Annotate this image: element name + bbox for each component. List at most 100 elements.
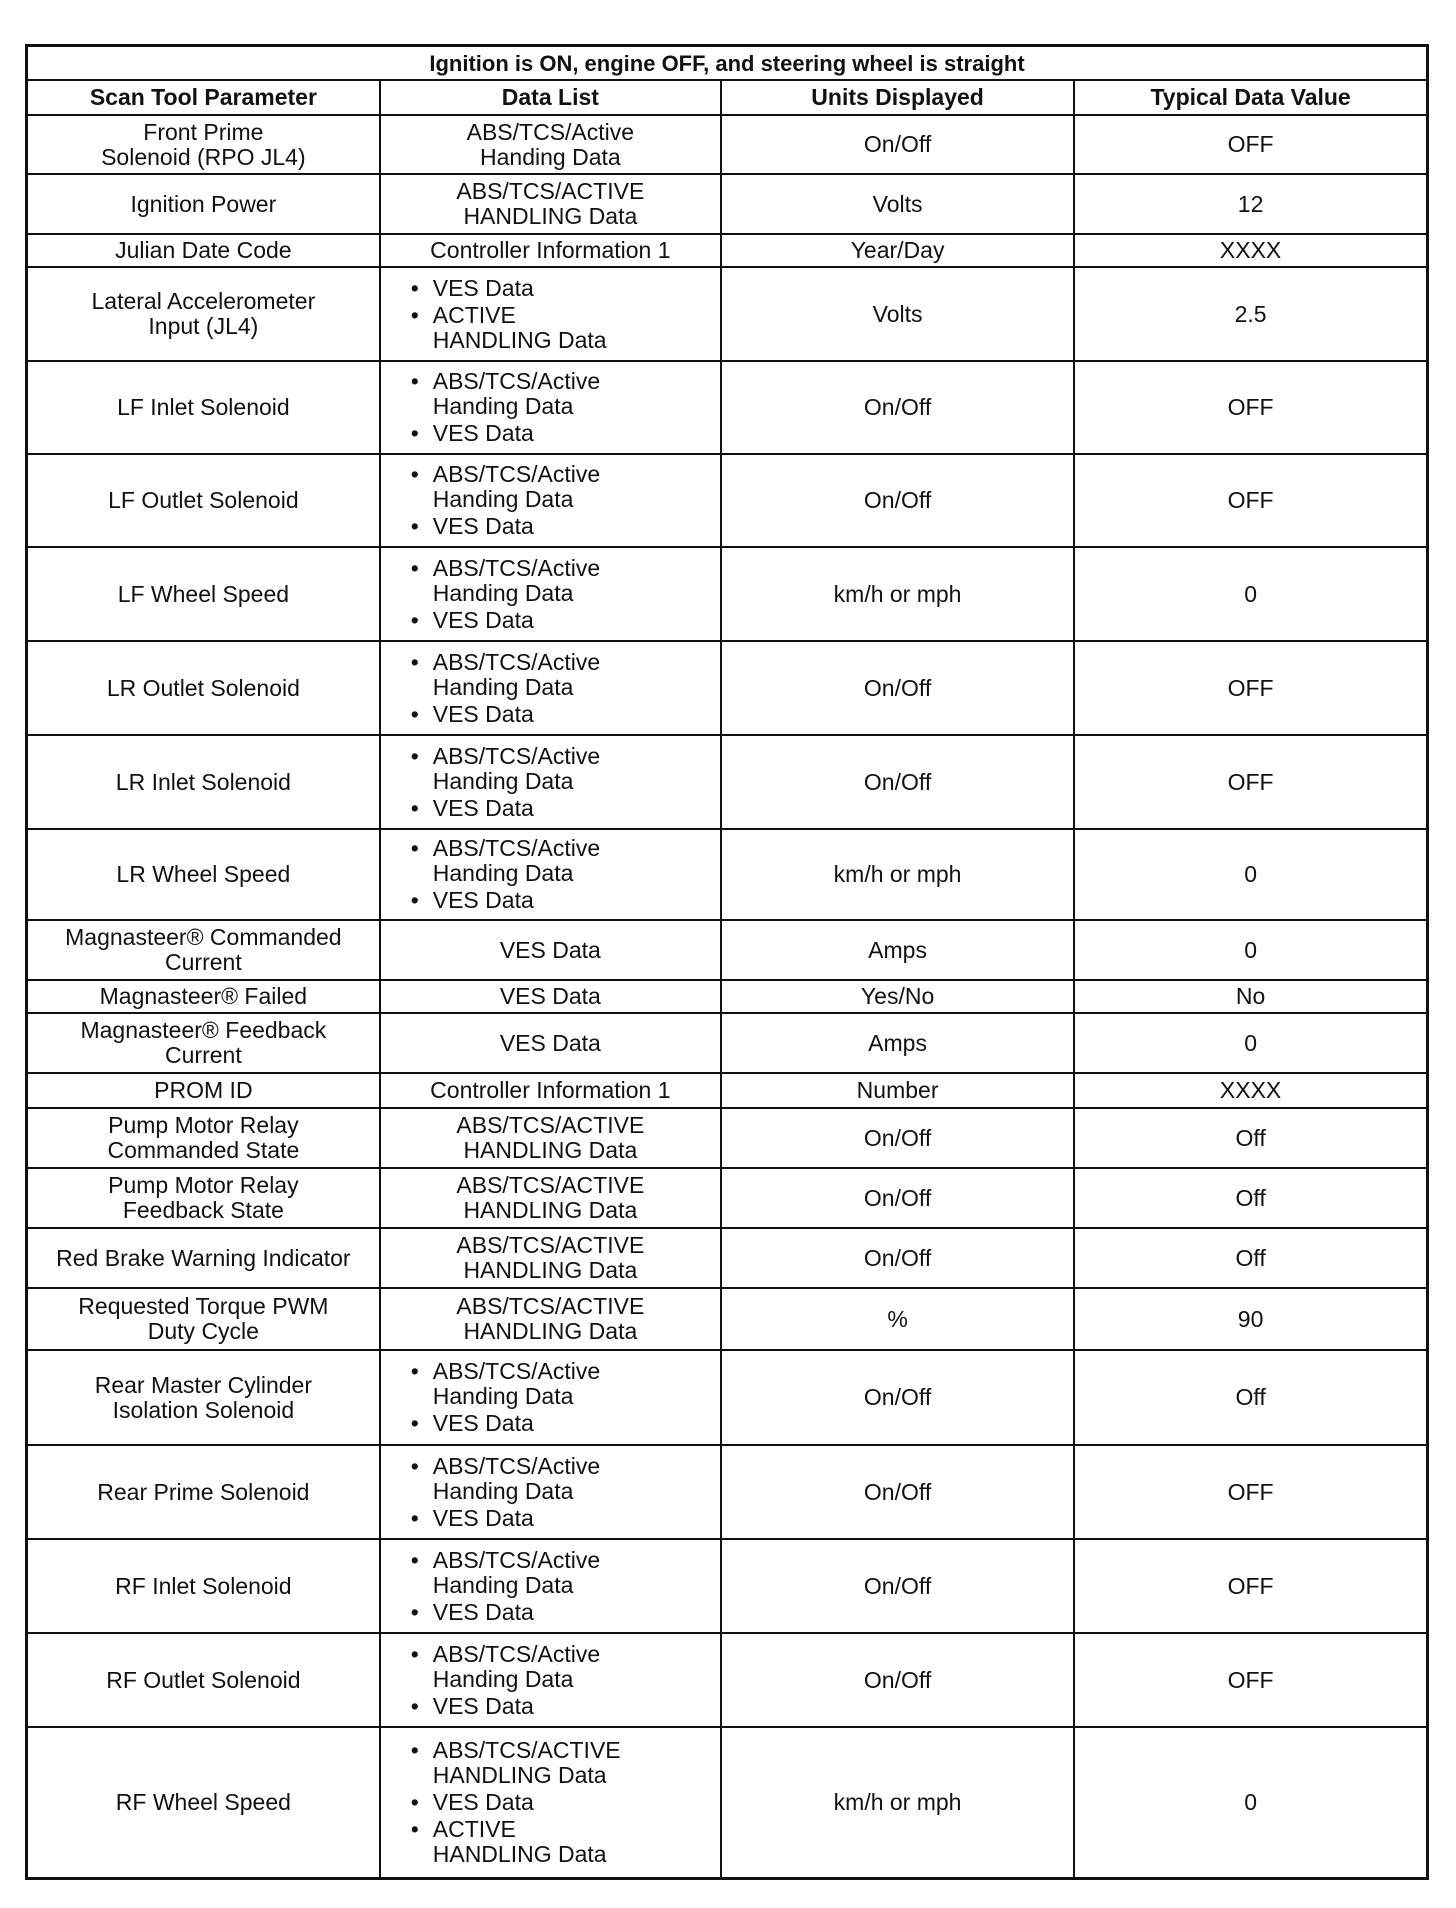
parameter-cell: Julian Date Code bbox=[25, 233, 381, 268]
units-cell: Amps bbox=[719, 1012, 1076, 1074]
units-cell: Year/Day bbox=[719, 233, 1076, 268]
typical-value-cell: 90 bbox=[1073, 1287, 1429, 1351]
data-list-cell: ABS/TCS/ACTIVE HANDLING Data bbox=[378, 1107, 722, 1169]
data-list-cell: Controller Information 1 bbox=[378, 1072, 722, 1109]
units-cell: On/Off bbox=[719, 360, 1076, 455]
typical-value-cell: 0 bbox=[1073, 546, 1429, 642]
column-header-typical-value: Typical Data Value bbox=[1073, 79, 1429, 116]
units-cell: % bbox=[719, 1287, 1076, 1351]
table-row: Red Brake Warning Indicator ABS/TCS/ACTIV… bbox=[25, 1227, 1429, 1289]
data-list-cell: ABS/TCS/ACTIVE HANDLING Data bbox=[378, 1287, 722, 1351]
typical-value-cell: OFF bbox=[1073, 1444, 1429, 1540]
data-list-item: VES Data bbox=[411, 1789, 714, 1815]
typical-value-cell: 12 bbox=[1073, 173, 1429, 235]
parameter-cell: LR Inlet Solenoid bbox=[25, 734, 381, 830]
data-list: ABS/TCS/Active Handing DataVES Data bbox=[411, 743, 714, 821]
table-row: Rear Prime Solenoid ABS/TCS/Active Handin… bbox=[25, 1444, 1429, 1540]
typical-value-cell: OFF bbox=[1073, 734, 1429, 830]
data-list-item: VES Data bbox=[411, 701, 714, 727]
parameter-cell: LF Inlet Solenoid bbox=[25, 360, 381, 455]
data-list-item: ABS/TCS/Active Handing Data bbox=[411, 1453, 714, 1504]
parameter-cell: RF Inlet Solenoid bbox=[25, 1538, 381, 1634]
units-cell: On/Off bbox=[719, 1444, 1076, 1540]
typical-value-cell: 2.5 bbox=[1073, 266, 1429, 362]
typical-value-cell: OFF bbox=[1073, 453, 1429, 548]
table-row: Magnasteer® Failed VES Data Yes/No No bbox=[25, 979, 1429, 1014]
table-row: Requested Torque PWM Duty Cycle ABS/TCS/A… bbox=[25, 1287, 1429, 1351]
table-row: LR Inlet Solenoid ABS/TCS/Active Handing … bbox=[25, 734, 1429, 830]
typical-value-cell: No bbox=[1073, 979, 1429, 1014]
data-list-item: ABS/TCS/Active Handing Data bbox=[411, 743, 714, 794]
data-list-item: VES Data bbox=[411, 1411, 714, 1437]
table-title: Ignition is ON, engine OFF, and steering… bbox=[25, 44, 1429, 81]
table-row: Front Prime Solenoid (RPO JL4) ABS/TCS/Ac… bbox=[25, 114, 1429, 175]
table-row: LF Inlet Solenoid ABS/TCS/Active Handing … bbox=[25, 360, 1429, 455]
typical-value-cell: 0 bbox=[1073, 828, 1429, 921]
parameter-cell: Pump Motor Relay Feedback State bbox=[25, 1167, 381, 1229]
table-row: PROM ID Controller Information 1 Number XXX… bbox=[25, 1072, 1429, 1109]
data-list-item: VES Data bbox=[411, 1599, 714, 1625]
data-list-item: ABS/TCS/Active Handing Data bbox=[411, 1359, 714, 1409]
data-list-cell: ABS/TCS/Active Handing DataVES Data bbox=[378, 1538, 722, 1634]
column-header-data-list: Data List bbox=[378, 79, 722, 116]
column-header-parameter: Scan Tool Parameter bbox=[25, 79, 381, 116]
parameter-cell: Ignition Power bbox=[25, 173, 381, 235]
table-row: Magnasteer® Feedback Current VES Data Amps… bbox=[25, 1012, 1429, 1074]
data-list-item: ABS/TCS/Active Handing Data bbox=[411, 462, 714, 512]
units-cell: km/h or mph bbox=[719, 546, 1076, 642]
data-list-item: VES Data bbox=[411, 795, 714, 821]
table-row: LF Wheel Speed ABS/TCS/Active Handing Dat… bbox=[25, 546, 1429, 642]
data-list-cell: ABS/TCS/Active Handing DataVES Data bbox=[378, 453, 722, 548]
data-list-item: VES Data bbox=[411, 607, 714, 633]
table-row: Rear Master Cylinder Isolation Solenoid A… bbox=[25, 1349, 1429, 1446]
parameter-cell: Magnasteer® Commanded Current bbox=[25, 919, 381, 981]
typical-value-cell: 0 bbox=[1073, 1012, 1429, 1074]
typical-value-cell: OFF bbox=[1073, 114, 1429, 175]
data-list-cell: Controller Information 1 bbox=[378, 233, 722, 268]
units-cell: On/Off bbox=[719, 1538, 1076, 1634]
units-cell: On/Off bbox=[719, 1632, 1076, 1728]
units-cell: Volts bbox=[719, 173, 1076, 235]
units-cell: On/Off bbox=[719, 1227, 1076, 1289]
data-list-cell: VES DataACTIVE HANDLING Data bbox=[378, 266, 722, 362]
parameter-cell: Magnasteer® Failed bbox=[25, 979, 381, 1014]
parameter-cell: LR Wheel Speed bbox=[25, 828, 381, 921]
typical-value-cell: Off bbox=[1073, 1227, 1429, 1289]
data-list-item: VES Data bbox=[411, 1505, 714, 1531]
parameter-cell: PROM ID bbox=[25, 1072, 381, 1109]
table-row: Ignition Power ABS/TCS/ACTIVE HANDLING Da… bbox=[25, 173, 1429, 235]
table-row: RF Outlet Solenoid ABS/TCS/Active Handing… bbox=[25, 1632, 1429, 1728]
parameter-cell: Red Brake Warning Indicator bbox=[25, 1227, 381, 1289]
data-list-cell: ABS/TCS/ACTIVE HANDLING Data bbox=[378, 1167, 722, 1229]
data-list-item: ABS/TCS/Active Handing Data bbox=[411, 836, 714, 886]
units-cell: On/Off bbox=[719, 734, 1076, 830]
parameter-cell: Lateral Accelerometer Input (JL4) bbox=[25, 266, 381, 362]
data-list: ABS/TCS/Active Handing DataVES Data bbox=[411, 836, 714, 914]
parameter-cell: LF Outlet Solenoid bbox=[25, 453, 381, 548]
units-cell: km/h or mph bbox=[719, 828, 1076, 921]
data-list-cell: ABS/TCS/Active Handing DataVES Data bbox=[378, 734, 722, 830]
data-list-cell: ABS/TCS/Active Handing DataVES Data bbox=[378, 1349, 722, 1446]
data-list: ABS/TCS/Active Handing DataVES Data bbox=[411, 462, 714, 540]
typical-value-cell: XXXX bbox=[1073, 233, 1429, 268]
data-list: ABS/TCS/Active Handing DataVES Data bbox=[411, 649, 714, 727]
data-list-item: ABS/TCS/Active Handing Data bbox=[411, 1641, 714, 1692]
data-list-cell: ABS/TCS/Active Handing DataVES Data bbox=[378, 1444, 722, 1540]
units-cell: On/Off bbox=[719, 1349, 1076, 1446]
data-list-item: ACTIVE HANDLING Data bbox=[411, 1816, 714, 1867]
data-list-item: VES Data bbox=[411, 275, 714, 301]
data-list: ABS/TCS/Active Handing DataVES Data bbox=[411, 1453, 714, 1531]
table-row: Pump Motor Relay Feedback State ABS/TCS/A… bbox=[25, 1167, 1429, 1229]
parameter-cell: Requested Torque PWM Duty Cycle bbox=[25, 1287, 381, 1351]
data-list-item: VES Data bbox=[411, 514, 714, 540]
parameter-cell: RF Wheel Speed bbox=[25, 1726, 381, 1879]
data-list: ABS/TCS/Active Handing DataVES Data bbox=[411, 1359, 714, 1437]
table-row: Pump Motor Relay Commanded State ABS/TCS/… bbox=[25, 1107, 1429, 1169]
data-list-cell: ABS/TCS/Active Handing Data bbox=[378, 114, 722, 175]
parameter-cell: Front Prime Solenoid (RPO JL4) bbox=[25, 114, 381, 175]
typical-value-cell: Off bbox=[1073, 1349, 1429, 1446]
parameter-cell: Pump Motor Relay Commanded State bbox=[25, 1107, 381, 1169]
data-list: ABS/TCS/Active Handing DataVES Data bbox=[411, 1641, 714, 1719]
data-list-cell: VES Data bbox=[378, 979, 722, 1014]
data-list-cell: ABS/TCS/ACTIVE HANDLING Data bbox=[378, 173, 722, 235]
